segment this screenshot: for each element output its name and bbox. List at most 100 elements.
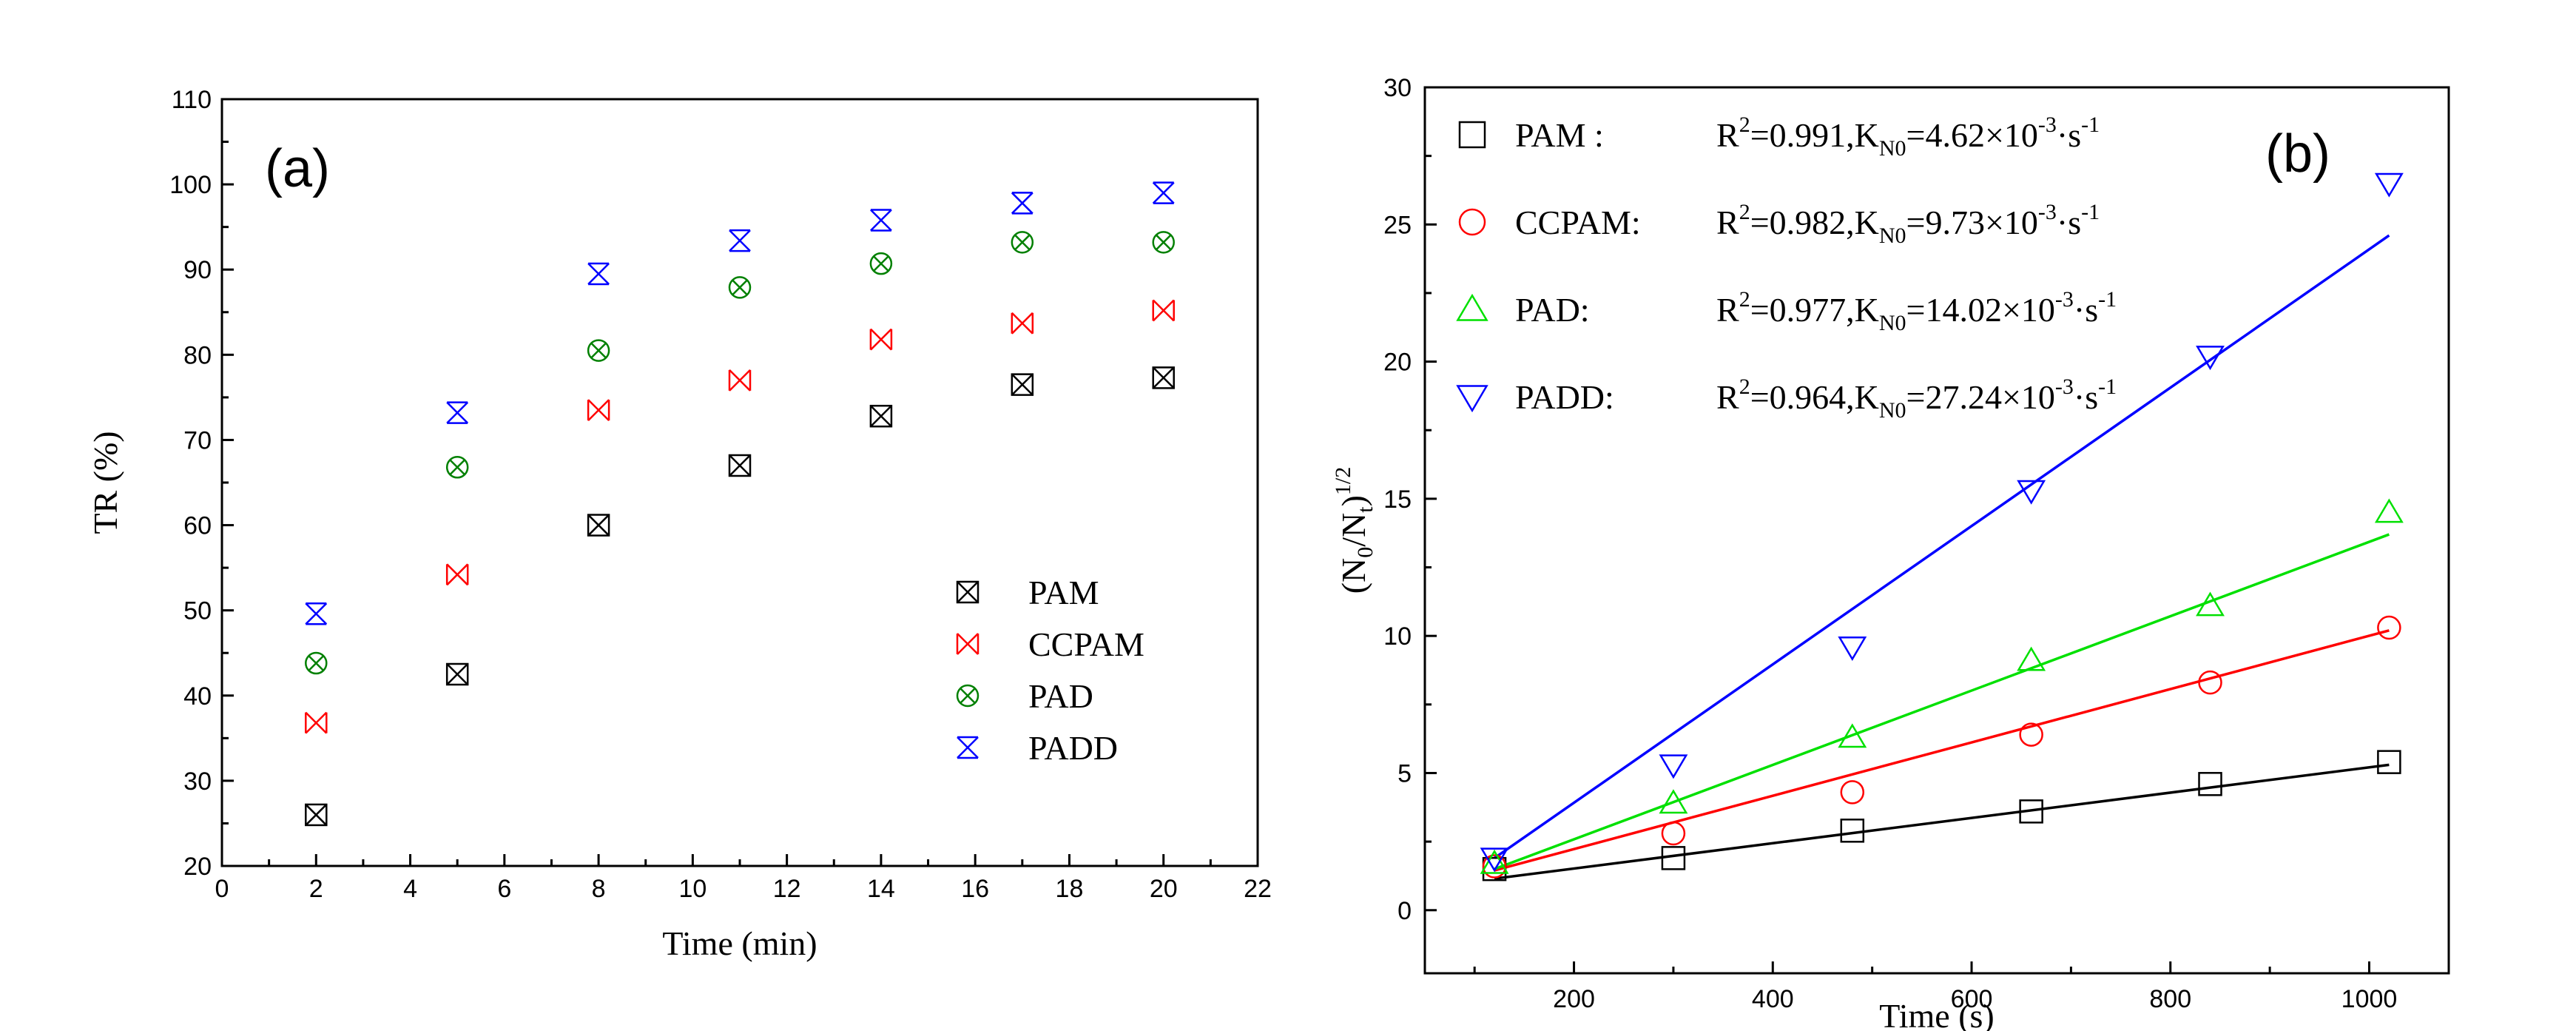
y-tick-label: 30 <box>1383 74 1412 102</box>
y-tick-label: 20 <box>1383 349 1412 377</box>
panel-b-x-axis-label: Time (s) <box>1879 997 1995 1031</box>
x-tick-label: 8 <box>592 875 606 903</box>
point-pad <box>445 456 469 479</box>
panel-b-y-axis-label: (N0/Nt)1/2 <box>1331 467 1378 594</box>
point-pam <box>1661 846 1686 870</box>
point-ccpam <box>1840 780 1865 805</box>
y-tick-label: 0 <box>1397 897 1412 925</box>
point-pad <box>1011 231 1034 254</box>
legend-stats-part: R <box>1716 204 1739 241</box>
panel-b-fit-lines <box>1494 234 2390 880</box>
legend-label-padd: PADD <box>1028 729 1118 767</box>
panel-b-points <box>1480 172 2404 881</box>
point-padd <box>1480 847 1509 873</box>
point-padd <box>1838 637 1867 661</box>
point-pam <box>445 662 469 686</box>
point-pam <box>869 404 893 428</box>
panel-a-x-ticks: 0 2 4 6 8 10 12 14 16 18 20 22 <box>215 854 1272 903</box>
panel-a-legend: PAM CCPAM PAD PADD <box>956 574 1144 767</box>
y-tick-label: 10 <box>1383 622 1412 651</box>
y-tick-label: 100 <box>169 171 212 199</box>
x-tick-label: 200 <box>1553 985 1595 1013</box>
point-padd <box>870 209 892 232</box>
legend-marker-padd <box>957 736 979 759</box>
point-pam <box>1152 366 1175 389</box>
panel-a-points <box>305 181 1175 827</box>
point-pad <box>305 651 328 675</box>
point-padd <box>2374 172 2404 198</box>
legend-label-ccpam: CCPAM <box>1028 625 1144 663</box>
point-pad <box>1152 231 1175 254</box>
point-ccpam <box>1661 821 1686 846</box>
point-ccpam <box>305 711 328 734</box>
point-ccpam <box>445 563 469 586</box>
y-tick-label: 80 <box>183 341 212 369</box>
legend-stats-part: N0 <box>1879 398 1906 423</box>
ylabel-sub-0: 0 <box>1353 547 1378 558</box>
legend-stats-part: -3 <box>2055 375 2074 399</box>
legend-stats-part: 2 <box>1739 112 1750 137</box>
legend-stats-part: 2 <box>1739 375 1750 399</box>
legend-stats-part: =0.964,K <box>1750 378 1879 416</box>
point-pam <box>2377 750 2401 774</box>
fit-line-pam <box>1494 763 2390 880</box>
legend-label-pad: PAD <box>1028 677 1093 715</box>
panel-b-plot-frame <box>1423 86 2450 975</box>
legend-stats-part: =14.02×10 <box>1906 291 2055 329</box>
point-pam <box>2198 772 2222 796</box>
panel-a-y-axis-label: TR (%) <box>87 431 124 534</box>
legend-marker-pad <box>1456 293 1488 321</box>
x-tick-label: 14 <box>867 875 895 903</box>
y-tick-label: 20 <box>183 853 212 881</box>
panel-a-y-ticks: 20 30 40 50 60 70 80 90 100 110 <box>169 86 234 881</box>
fit-line-ccpam <box>1494 629 2390 872</box>
fit-line-padd <box>1494 234 2390 859</box>
point-pam <box>1011 373 1034 396</box>
x-tick-label: 22 <box>1244 875 1272 903</box>
ylabel-open: (N <box>1335 558 1372 594</box>
point-ccpam <box>869 328 893 351</box>
x-tick-label: 6 <box>497 875 511 903</box>
x-tick-label: 20 <box>1150 875 1178 903</box>
point-padd <box>1152 181 1175 204</box>
legend-label-pam: PAM <box>1028 574 1099 611</box>
legend-stats-part: 2 <box>1739 200 1750 224</box>
point-padd <box>1659 754 1688 779</box>
legend-stats-part: N0 <box>1879 136 1906 161</box>
point-pad <box>1480 849 1509 874</box>
legend-stats-part: =0.991,K <box>1750 116 1879 154</box>
x-tick-label: 4 <box>403 875 417 903</box>
y-tick-label: 30 <box>183 768 212 796</box>
point-ccpam <box>1152 299 1175 322</box>
legend-name-ccpam: CCPAM: <box>1515 204 1641 241</box>
legend-stats-part: N0 <box>1879 311 1906 335</box>
point-padd <box>2196 346 2225 371</box>
x-tick-label: 400 <box>1752 985 1794 1013</box>
point-pad <box>869 252 893 275</box>
legend-stats-part: -3 <box>2038 200 2057 224</box>
x-tick-label: 18 <box>1056 875 1084 903</box>
point-padd <box>587 262 610 286</box>
point-ccpam <box>587 399 610 422</box>
legend-stats-part: -3 <box>2038 112 2057 137</box>
point-ccpam <box>2377 615 2401 640</box>
point-pam <box>1840 819 1865 843</box>
point-pad <box>2017 646 2046 671</box>
x-tick-label: 600 <box>1951 985 1993 1013</box>
ylabel-mid: /N <box>1335 513 1372 547</box>
x-tick-label: 2 <box>309 875 323 903</box>
x-tick-label: 800 <box>2149 985 2191 1013</box>
legend-stats-padd: R2=0.964,KN0=27.24×10-3·s-1 <box>1716 375 2117 423</box>
point-padd <box>446 401 469 424</box>
legend-stats-part: =4.62×10 <box>1906 116 2038 154</box>
y-tick-label: 15 <box>1383 486 1412 514</box>
legend-stats-part: ·s <box>2074 378 2098 416</box>
legend-name-padd: PADD: <box>1515 378 1614 416</box>
point-padd <box>729 229 751 252</box>
legend-stats-pad: R2=0.977,KN0=14.02×10-3·s-1 <box>1716 287 2117 335</box>
ylabel-sup: 1/2 <box>1331 467 1355 495</box>
point-pad <box>1659 789 1688 814</box>
